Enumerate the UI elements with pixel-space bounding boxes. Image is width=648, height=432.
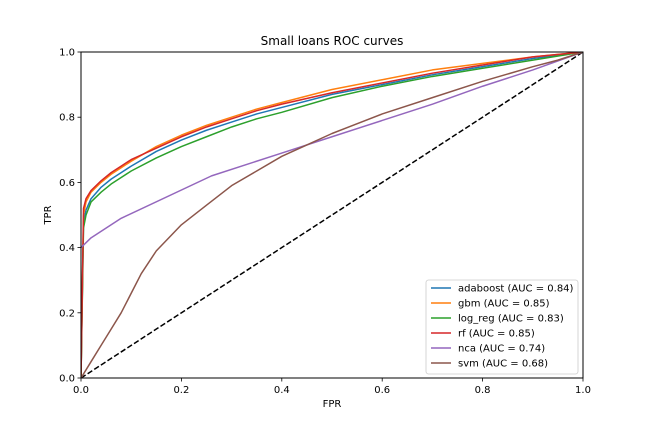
y-tick-label: 0.0 [59,374,75,385]
legend-entry: svm (AUC = 0.68) [458,359,548,370]
x-axis-label: FPR [323,399,342,410]
axis-ticks: 0.0 0.2 0.4 0.6 0.8 1.0 0.0 0.2 0.4 0.6 0.8 1.0 [59,48,591,397]
y-tick-label: 1.0 [59,48,75,59]
legend-entry: nca (AUC = 0.74) [458,344,545,355]
y-tick-label: 0.2 [59,308,75,319]
x-tick-label: 1.0 [575,385,591,396]
legend-entry: rf (AUC = 0.85) [458,329,535,340]
legend-entry: log_reg (AUC = 0.83) [458,314,564,325]
x-tick-label: 0.4 [274,385,290,396]
chart-title: Small loans ROC curves [261,34,404,48]
x-tick-label: 0.2 [173,385,189,396]
chance-line [81,52,583,378]
x-tick-label: 0.6 [374,385,390,396]
axes-frame [80,51,584,379]
legend-entry: adaboost (AUC = 0.84) [458,284,574,295]
series-line-nca [81,52,583,249]
y-tick-label: 0.6 [59,178,75,189]
series-line-log-reg [81,52,583,378]
y-axis-label: TPR [43,205,54,225]
x-tick-label: 0.0 [73,385,89,396]
series-line-rf [81,52,583,378]
plot-area [81,52,583,378]
legend-box [425,279,579,375]
series-line-gbm [81,52,583,378]
y-tick-label: 0.8 [59,113,75,124]
series-line-adaboost [81,52,583,378]
legend: adaboost (AUC = 0.84) gbm (AUC = 0.85) log… [425,279,579,375]
x-tick-label: 0.8 [475,385,491,396]
series-line-svm [81,52,583,378]
y-tick-label: 0.4 [59,243,75,254]
legend-entry: gbm (AUC = 0.85) [458,299,550,310]
